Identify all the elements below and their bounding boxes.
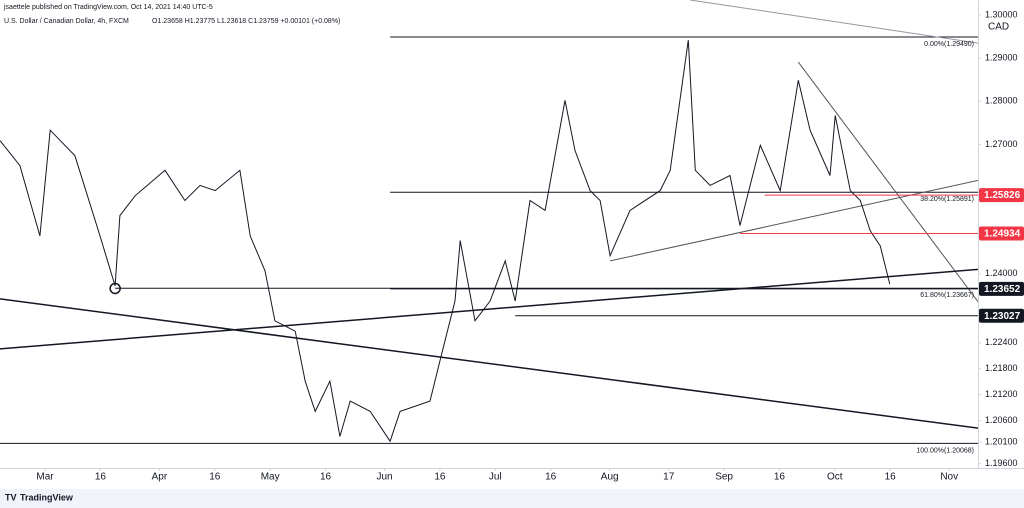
x-tick-label: Jul (489, 472, 502, 483)
x-tick-label: 17 (663, 472, 675, 483)
fib-label: 0.00%(1.29490) (924, 41, 974, 48)
x-tick-label: Mar (36, 472, 54, 483)
y-tick-label: 1.27000 (985, 139, 1018, 149)
y-tick-label: 1.20100 (985, 436, 1018, 446)
y-tick-label: 1.29000 (985, 53, 1018, 63)
ohlc-readout: O1.23658 H1.23775 L1.23618 C1.23759 +0.0… (152, 18, 340, 25)
x-tick-label: 16 (545, 472, 557, 483)
x-tick-label: Apr (152, 472, 168, 483)
price-label: 1.25826 (984, 190, 1021, 201)
footer-bar (0, 489, 1024, 508)
price-label: 1.24934 (984, 229, 1021, 240)
trendline (609, 179, 978, 262)
y-tick-label: 1.20600 (985, 415, 1018, 425)
plot-area (0, 0, 978, 444)
chart-title: U.S. Dollar / Canadian Dollar, 4h, FXCM (4, 18, 129, 25)
price-label: 1.23652 (984, 284, 1021, 295)
x-tick-label: 16 (885, 472, 897, 483)
y-tick-label: 1.21200 (985, 389, 1018, 399)
y-tick-label: 1.24000 (985, 268, 1018, 278)
price-label: 1.23027 (984, 311, 1021, 322)
x-tick-label: 16 (320, 472, 332, 483)
x-tick-label: Nov (940, 472, 958, 483)
fib-label: 38.20%(1.25891) (920, 196, 974, 203)
x-tick-label: 16 (434, 472, 446, 483)
x-tick-label: Oct (827, 472, 843, 483)
trendline (0, 268, 978, 350)
x-tick-label: Jun (376, 472, 392, 483)
brand-logo: TV (5, 492, 17, 502)
price-label-box (979, 188, 1024, 203)
x-tick-label: May (261, 472, 280, 483)
y-tick-label: 1.19600 (985, 458, 1018, 468)
trendline (797, 61, 978, 303)
x-tick-label: Sep (715, 472, 733, 483)
x-tick-label: Aug (601, 472, 619, 483)
fib-label: 61.80%(1.23667) (920, 292, 974, 299)
x-tick-label: 16 (774, 472, 786, 483)
x-tick-label: 16 (95, 472, 107, 483)
publisher-note: jsaettele published on TradingView.com, … (3, 4, 213, 11)
price-label-box (979, 308, 1024, 323)
currency-label: CAD (988, 22, 1009, 33)
y-tick-label: 1.21800 (985, 363, 1018, 373)
x-tick-label: 16 (209, 472, 221, 483)
price-label-box (979, 226, 1024, 241)
price-label-box (979, 281, 1024, 296)
low-marker (109, 282, 121, 295)
trendline (690, 0, 978, 44)
y-tick-label: 1.28000 (985, 96, 1018, 106)
price-line (0, 40, 891, 443)
trendline (0, 298, 978, 429)
brand[interactable]: TradingView (20, 492, 74, 502)
fib-label: 100.00%(1.20068) (916, 447, 974, 454)
y-tick-label: 1.22400 (985, 337, 1018, 347)
y-tick-label: 1.30000 (985, 9, 1018, 19)
